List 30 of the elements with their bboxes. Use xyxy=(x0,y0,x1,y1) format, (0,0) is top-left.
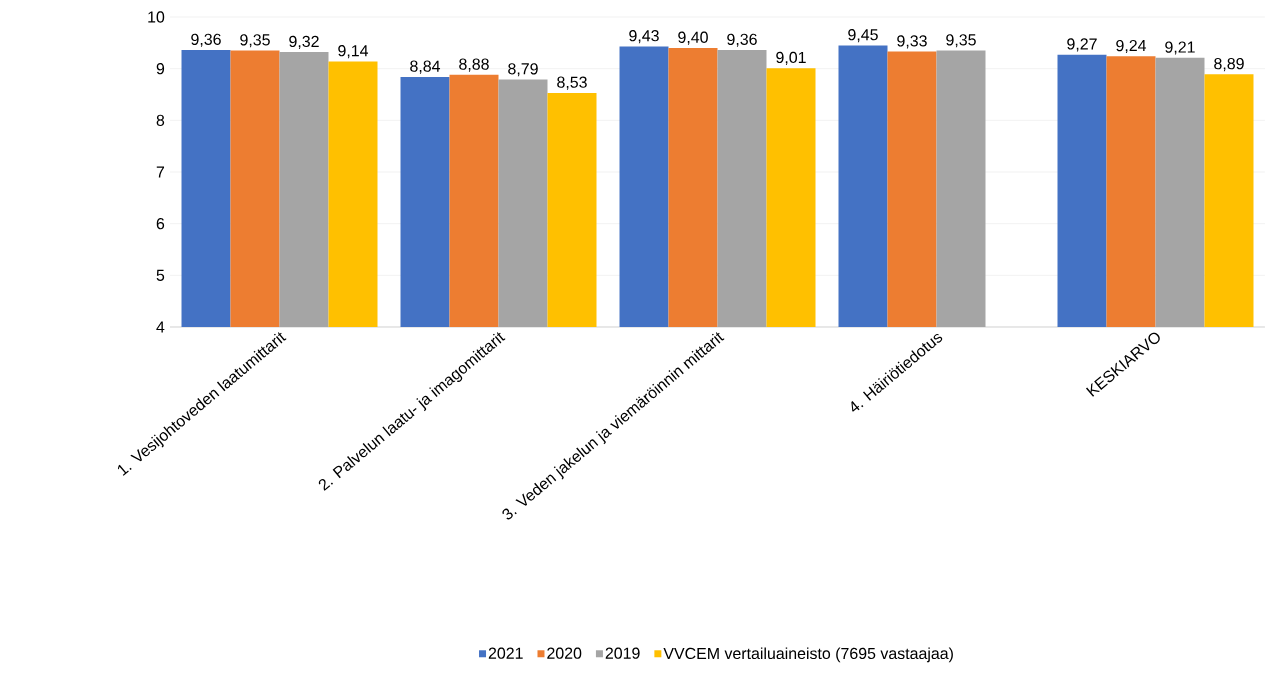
data-label: 9,40 xyxy=(678,31,708,45)
legend-label: 2021 xyxy=(488,647,523,659)
legend-label: 2020 xyxy=(547,647,582,659)
data-label: 8,84 xyxy=(410,60,441,74)
data-label: 9,33 xyxy=(897,35,927,49)
y-tick-label: 6 xyxy=(156,218,165,230)
y-tick-label: 7 xyxy=(156,166,165,178)
data-label: 8,89 xyxy=(1214,57,1244,72)
data-label: 9,36 xyxy=(727,33,757,47)
data-label: 9,14 xyxy=(338,45,369,59)
legend-label: VVCEM vertailuaineisto (7695 vastaajaa) xyxy=(663,647,953,663)
y-tick-label: 8 xyxy=(156,114,165,126)
data-label: 9,01 xyxy=(776,51,806,65)
y-tick-label: 10 xyxy=(148,11,165,23)
y-tick-label: 4 xyxy=(156,321,165,333)
data-label: 8,79 xyxy=(508,63,538,77)
legend-label: 2019 xyxy=(605,647,640,659)
data-label: 9,36 xyxy=(191,33,221,47)
data-label: 8,53 xyxy=(557,76,587,90)
data-label: 9,21 xyxy=(1165,41,1195,55)
data-label: 9,45 xyxy=(848,29,878,43)
data-label: 9,24 xyxy=(1116,39,1147,54)
data-label: 9,35 xyxy=(946,34,976,48)
y-tick-label: 5 xyxy=(156,269,165,281)
data-label: 9,32 xyxy=(289,35,319,49)
data-label: 8,88 xyxy=(459,58,489,72)
y-tick-label: 9 xyxy=(156,63,165,75)
data-label: 9,35 xyxy=(240,34,270,48)
data-label: 9,27 xyxy=(1067,38,1097,52)
data-label: 9,43 xyxy=(629,30,659,44)
